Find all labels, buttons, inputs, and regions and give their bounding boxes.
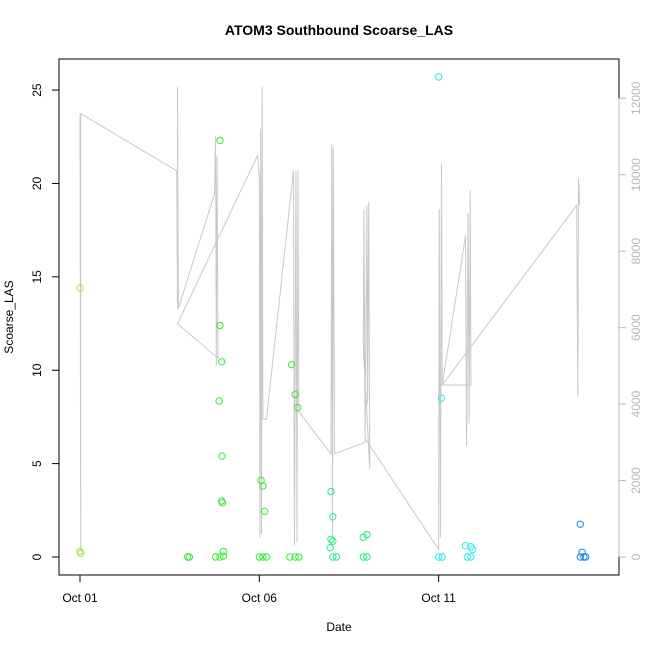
data-point [576, 520, 584, 528]
y2-tick-label: 6000 [629, 314, 643, 341]
y2-tick-label: 12000 [629, 81, 643, 115]
data-point [467, 553, 475, 561]
y-tick-label: 0 [30, 553, 44, 560]
data-point [218, 452, 226, 460]
data-point [219, 547, 228, 556]
data-point [255, 553, 263, 561]
data-point [363, 530, 371, 539]
data-point [326, 544, 334, 552]
data-point [262, 553, 271, 561]
data-point [329, 537, 337, 545]
data-point [259, 553, 267, 561]
data-point [461, 542, 470, 550]
data-point [218, 358, 226, 366]
y-tick-label: 5 [30, 460, 44, 467]
y-axis-label: Scoarse_LAS [2, 280, 16, 353]
x-tick-label: Oct 01 [62, 591, 98, 605]
data-point [438, 553, 446, 561]
data-point [327, 487, 335, 496]
data-point [185, 553, 194, 561]
data-point [218, 499, 227, 507]
data-point [582, 553, 590, 561]
x-axis: Oct 01 Oct 06 Oct 11 [62, 574, 456, 605]
data-point [261, 507, 269, 515]
y-axis-left: 0 5 10 15 20 25 [30, 83, 60, 560]
data-point [576, 553, 584, 561]
secondary-series-line [79, 86, 581, 552]
data-point [216, 553, 224, 561]
y2-tick-label: 8000 [629, 238, 643, 265]
data-point [77, 549, 85, 557]
data-point [434, 73, 443, 81]
data-point [216, 136, 224, 145]
data-point [578, 548, 586, 556]
y2-tick-label: 2000 [629, 467, 643, 494]
y-tick-label: 25 [30, 83, 44, 97]
data-point [359, 553, 367, 561]
chart-title: ATOM3 Southbound Scoarse_LAS [225, 22, 453, 38]
y-tick-label: 15 [30, 270, 44, 284]
y2-tick-label: 10000 [629, 158, 643, 192]
x-axis-label: Date [326, 620, 352, 634]
data-point [463, 553, 471, 561]
data-point [287, 360, 296, 369]
y2-tick-label: 0 [629, 553, 643, 560]
data-point [294, 403, 302, 412]
plot-frame [58, 58, 620, 576]
y-tick-label: 10 [30, 363, 44, 377]
data-point [329, 553, 337, 561]
data-point [286, 553, 294, 561]
data-point [329, 513, 337, 521]
data-point [363, 553, 371, 561]
y-axis-right: 0 2000 4000 6000 8000 10000 12000 [618, 81, 643, 560]
data-point [327, 535, 335, 543]
data-point [259, 482, 267, 490]
x-tick-label: Oct 06 [242, 591, 278, 605]
y2-tick-label: 4000 [629, 390, 643, 417]
data-point [216, 321, 224, 330]
data-point [469, 545, 477, 554]
y-tick-label: 20 [30, 176, 44, 190]
data-point [76, 284, 84, 292]
data-point [291, 390, 299, 399]
data-point [332, 553, 341, 561]
data-point [434, 553, 443, 561]
data-point [437, 394, 446, 402]
x-tick-label: Oct 11 [421, 591, 456, 605]
series-line [79, 86, 581, 552]
data-point [219, 552, 228, 560]
data-point [211, 553, 220, 561]
data-point [215, 397, 223, 405]
data-points [76, 73, 590, 561]
data-point [291, 553, 299, 561]
data-point [295, 553, 303, 561]
